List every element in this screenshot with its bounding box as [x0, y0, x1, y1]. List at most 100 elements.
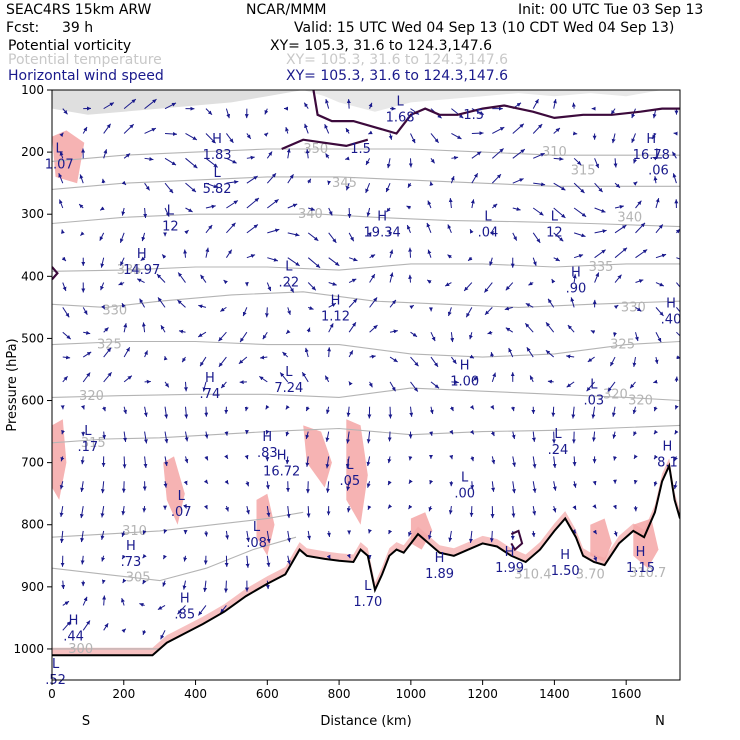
wind-vector	[572, 505, 577, 511]
hl-marker-letter: L	[285, 365, 293, 380]
wind-vector	[613, 304, 619, 310]
wind-vector	[635, 279, 644, 284]
theta-label-315: 315	[81, 436, 106, 451]
wind-vector	[177, 299, 186, 308]
wind-vector	[246, 175, 258, 184]
pv-shade-blob	[52, 419, 67, 500]
hl-marker-value: 12	[162, 219, 179, 234]
wind-vector	[547, 379, 554, 384]
wind-vector	[512, 232, 518, 241]
wind-vector	[653, 454, 658, 460]
hl-marker-letter: L	[396, 95, 404, 110]
wind-vector	[367, 505, 372, 510]
x-tick-label: 0	[48, 687, 56, 701]
wind-vector	[144, 98, 157, 110]
wind-vector	[306, 506, 311, 518]
wind-vector	[471, 108, 484, 115]
wind-vector	[205, 247, 210, 258]
wind-vector	[613, 456, 617, 461]
hl-marker-letter: L	[178, 489, 186, 504]
wind-vector	[448, 530, 453, 542]
wind-vector	[203, 504, 208, 510]
wind-vector	[225, 505, 229, 512]
wind-vector	[58, 173, 64, 184]
wind-vector	[348, 232, 355, 242]
wind-vector	[62, 108, 68, 115]
hl-marker-value: .04	[478, 226, 499, 241]
wind-vector	[409, 304, 415, 310]
wind-vector	[552, 481, 557, 491]
pv-contours-layer: 1.5 1.5	[52, 90, 680, 552]
wind-vector	[162, 580, 167, 587]
wind-vector	[260, 355, 268, 360]
wind-vector	[303, 102, 309, 109]
wind-vector	[551, 406, 556, 417]
wind-vector	[533, 152, 545, 159]
hl-marker-value: .73	[121, 555, 142, 570]
wind-vector	[594, 249, 606, 259]
wind-vector	[267, 199, 279, 209]
theta-line-325	[52, 340, 680, 358]
wind-vector	[285, 456, 290, 465]
wind-vector	[469, 429, 475, 435]
hl-marker-value: .06	[648, 164, 669, 179]
wind-vector	[286, 555, 291, 565]
hl-marker-letter: L	[461, 470, 469, 485]
wind-vector	[613, 530, 618, 537]
wind-vector	[328, 257, 340, 267]
wind-vector	[532, 257, 537, 266]
wind-vector	[142, 553, 147, 559]
terrain-line	[52, 462, 680, 657]
wind-vector	[410, 331, 418, 338]
wind-vector	[118, 281, 125, 286]
wind-vector	[430, 133, 439, 144]
theta-line-350	[52, 148, 680, 162]
wind-vector	[205, 133, 216, 144]
field-pv-name: Potential vorticity	[8, 38, 132, 54]
wind-vector	[225, 530, 230, 540]
theta-label-extra: 315	[571, 164, 596, 179]
wind-vector	[450, 332, 455, 343]
wind-vector	[165, 131, 178, 136]
wind-vector	[80, 555, 85, 565]
wind-vector	[119, 232, 125, 243]
wind-vector	[326, 530, 331, 537]
wind-vector	[142, 506, 147, 513]
wind-vector	[185, 133, 198, 141]
field-pv-xy: XY= 105.3, 31.6 to 124.3,147.6	[270, 38, 493, 54]
wind-vector	[264, 307, 269, 318]
wind-vector	[346, 481, 351, 491]
wind-vector	[287, 203, 298, 209]
wind-vector	[157, 297, 166, 308]
wind-vector	[387, 480, 392, 486]
wind-vector	[366, 207, 371, 217]
wind-vector	[612, 431, 617, 439]
wind-vector	[266, 555, 271, 567]
wind-vector	[103, 623, 109, 631]
wind-vector	[504, 306, 513, 311]
wind-vector	[304, 347, 309, 358]
wind-vector	[123, 431, 128, 442]
wind-vector	[386, 158, 391, 169]
wind-vector	[553, 207, 566, 219]
wind-vector	[591, 406, 596, 419]
wind-vector	[468, 530, 473, 543]
wind-vector	[406, 205, 411, 210]
wind-vector	[183, 381, 188, 392]
wind-vector	[121, 302, 126, 308]
wind-vector	[305, 149, 310, 159]
axes-layer: 0 200 400 600 800 1000 1200 1400 1600 100 200 300 40…	[13, 83, 641, 701]
wind-vector	[103, 327, 109, 333]
pv-shade-blob	[590, 518, 612, 562]
wind-vector	[470, 199, 475, 209]
wind-vector	[164, 207, 170, 217]
hl-marker-letter: H	[571, 266, 581, 281]
wind-vector	[259, 375, 268, 383]
wind-vector	[101, 178, 106, 184]
wind-vector	[552, 505, 557, 513]
theta-line-330	[52, 291, 680, 308]
x-tick-label: 400	[184, 687, 207, 701]
hl-marker-letter: H	[646, 132, 656, 147]
wind-vector	[82, 372, 91, 383]
hl-marker-value: 1.89	[425, 567, 454, 582]
